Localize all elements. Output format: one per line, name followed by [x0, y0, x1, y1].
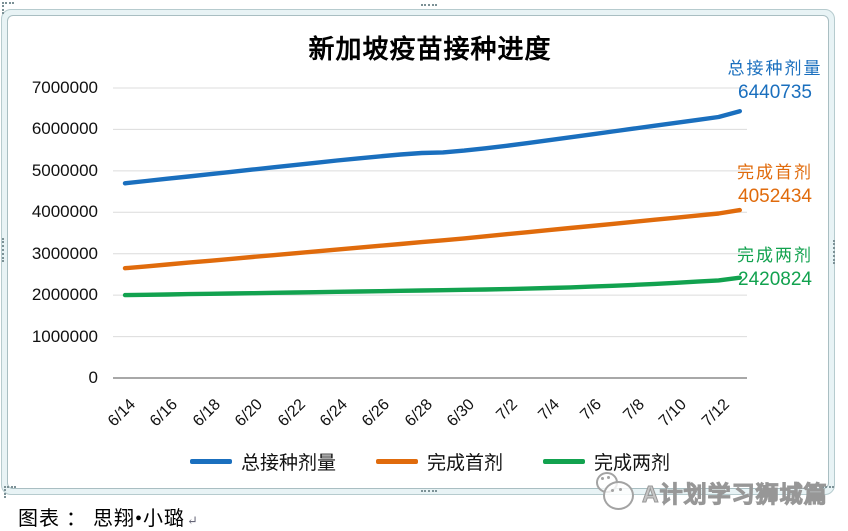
legend-label: 完成两剂	[594, 453, 671, 474]
annotation-series-value: 2420824	[738, 269, 812, 290]
annotation-series-name: 完成两剂	[737, 246, 813, 265]
caption[interactable]: 图表 ： 思翔•小璐 ↵	[18, 502, 199, 531]
watermark: A计划学习狮城篇	[594, 472, 828, 512]
chart-canvas	[7, 15, 829, 489]
legend-label: 完成首剂	[426, 453, 503, 474]
y-axis-tick-label: 2000000	[31, 285, 98, 305]
y-axis-tick-label: 4000000	[31, 202, 98, 222]
y-axis-tick-label: 1000000	[31, 326, 98, 346]
resize-handle-bottom-middle[interactable]	[421, 490, 437, 492]
y-axis-tick-label: 5000000	[31, 160, 98, 180]
series-line[interactable]	[122, 275, 742, 298]
legend-line-swatch	[189, 459, 232, 464]
series-end-annotation-two-doses: 完成两剂 2420824	[710, 241, 840, 291]
annotation-series-name: 完成首剂	[737, 163, 813, 182]
legend-item-two-doses[interactable]: 完成两剂	[543, 448, 670, 475]
legend-line-swatch	[375, 459, 418, 464]
resize-handle-bottom-right[interactable]	[822, 486, 834, 498]
y-axis-tick-label: 7000000	[31, 78, 98, 97]
resize-handle-top-middle[interactable]	[421, 4, 437, 6]
resize-handle-bottom-left[interactable]	[4, 486, 16, 498]
annotation-series-value: 6440735	[738, 82, 812, 103]
resize-handle-left-middle[interactable]	[2, 238, 4, 262]
legend-line-swatch	[543, 459, 585, 464]
y-axis-tick-label: 0	[88, 368, 98, 387]
y-axis-tick-label: 6000000	[31, 119, 98, 139]
wechat-smiley-icon	[594, 472, 638, 512]
annotation-series-name: 总接种剂量	[727, 59, 823, 78]
caption-text: 图表 ： 思翔•小璐	[18, 508, 186, 530]
series-line[interactable]	[122, 207, 742, 271]
series-end-annotation-first-dose: 完成首剂 4052434	[710, 158, 840, 208]
y-axis-tick-label: 3000000	[31, 243, 98, 263]
series-end-annotation-total: 总接种剂量 6440735	[710, 54, 840, 104]
legend-item-total-doses[interactable]: 总接种剂量	[189, 448, 336, 475]
resize-handle-top-left[interactable]	[2, 2, 14, 14]
chart-object-frame[interactable]	[1, 9, 835, 495]
legend-label: 总接种剂量	[240, 453, 336, 474]
resize-handle-right-middle[interactable]	[833, 240, 835, 264]
chart-title[interactable]: 新加坡疫苗接种进度	[308, 34, 552, 64]
legend: 总接种剂量 完成首剂 完成两剂	[113, 448, 747, 475]
paragraph-return-mark: ↵	[187, 513, 199, 528]
annotation-series-value: 4052434	[738, 186, 812, 207]
legend-item-first-dose[interactable]: 完成首剂	[375, 448, 503, 475]
watermark-text: A计划学习狮城篇	[642, 481, 828, 508]
series-line[interactable]	[122, 109, 742, 186]
